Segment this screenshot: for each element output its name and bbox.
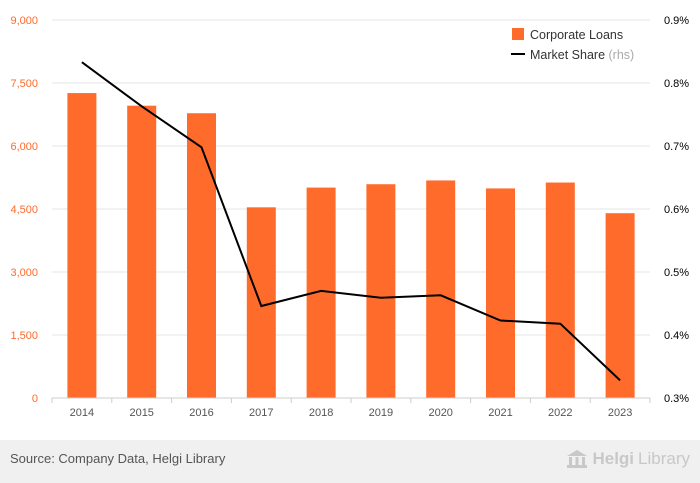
chart: 2014 2015 2016 2017 2018 2019 2020 2021 2022 2023… <box>10 15 689 419</box>
y-left-tick-label: 7,500 <box>10 78 38 90</box>
x-tick-label: 2014 <box>70 407 94 419</box>
source-note: Source: Company Data, Helgi Library <box>10 451 226 466</box>
legend-rhs-suffix: (rhs) <box>609 48 635 62</box>
y-right-tick-label: 0.6% <box>664 204 689 216</box>
bar-2021 <box>486 188 515 398</box>
legend-label-corporate-loans: Corporate Loans <box>530 28 623 42</box>
y-left-tick-label: 6,000 <box>10 141 38 153</box>
y-left-tick-label: 0 <box>32 393 38 405</box>
bar-2014 <box>67 93 97 398</box>
x-tick-label: 2015 <box>129 407 153 419</box>
x-tick-label: 2022 <box>548 407 572 419</box>
x-tick-label: 2020 <box>428 407 452 419</box>
legend-swatch-corporate-loans <box>512 28 524 40</box>
x-tick-label: 2023 <box>608 407 632 419</box>
helgi-library-logo[interactable]: Helgi Library <box>566 449 690 469</box>
y-left-tick-label: 3,000 <box>10 267 38 279</box>
bar-2022 <box>545 182 575 398</box>
y-right-tick-label: 0.5% <box>664 267 689 279</box>
chart-svg: 2014 2015 2016 2017 2018 2019 2020 2021 2022 2023… <box>10 15 689 419</box>
y-right-tick-label: 0.7% <box>664 141 689 153</box>
x-tick-label: 2018 <box>309 407 333 419</box>
y-right-tick-label: 0.9% <box>664 15 689 27</box>
legend-label-market-share: Market Share (rhs) <box>530 48 634 62</box>
footer: Source: Company Data, Helgi Library Helg… <box>0 440 700 483</box>
series-line-market-share <box>81 61 621 382</box>
bar-2020 <box>426 180 456 398</box>
x-tick-label: 2019 <box>369 407 393 419</box>
y-left-tick-label: 1,500 <box>10 330 38 342</box>
y-right-tick-label: 0.8% <box>664 78 689 90</box>
logo-text-library: Library <box>638 449 690 468</box>
bar-2015 <box>127 105 157 399</box>
library-building-icon <box>567 450 588 468</box>
x-tick-label: 2017 <box>249 407 273 419</box>
y-left-tick-label: 4,500 <box>10 204 38 216</box>
bar-2016 <box>187 113 216 399</box>
y-right-tick-label: 0.3% <box>664 393 689 405</box>
y-left-tick-label: 9,000 <box>10 15 38 27</box>
bar-2023 <box>605 213 635 398</box>
x-tick-label: 2016 <box>189 407 213 419</box>
bar-2019 <box>366 184 396 398</box>
logo-text-helgi: Helgi <box>592 449 635 468</box>
x-tick-label: 2021 <box>488 407 512 419</box>
y-right-tick-label: 0.4% <box>664 330 689 342</box>
